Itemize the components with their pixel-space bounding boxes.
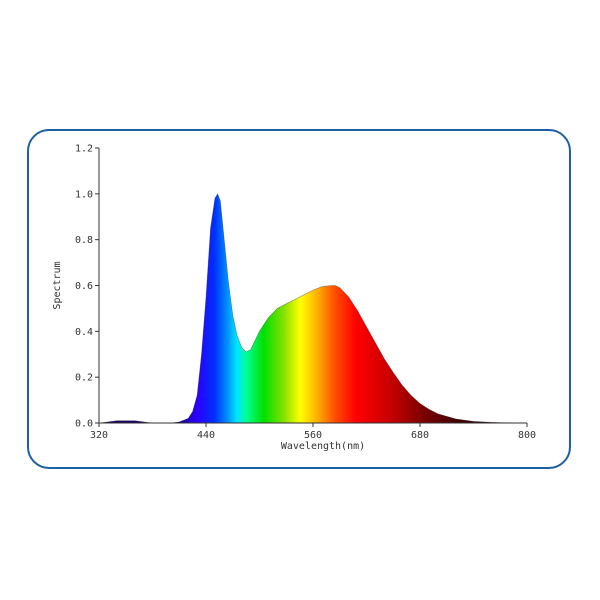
y-tick-label: 0.2: [75, 373, 93, 384]
y-tick-label: 1.2: [75, 144, 93, 155]
y-tick-label: 0.6: [75, 281, 93, 292]
spectrum-line: [98, 193, 528, 424]
y-tick-label: 0.8: [75, 235, 93, 246]
y-tick-label: 1.0: [75, 189, 93, 200]
x-axis-label: Wavelength(nm): [281, 441, 365, 452]
x-tick-label: 440: [197, 430, 215, 441]
x-tick-label: 320: [90, 430, 108, 441]
x-tick-label: 680: [411, 430, 429, 441]
y-tick-label: 0.0: [75, 419, 93, 430]
x-tick-label: 560: [304, 430, 322, 441]
spectrum-area: [99, 193, 527, 423]
x-tick-label: 800: [518, 430, 536, 441]
y-axis-label: Spectrum: [52, 261, 63, 309]
y-tick-label: 0.4: [75, 327, 93, 338]
